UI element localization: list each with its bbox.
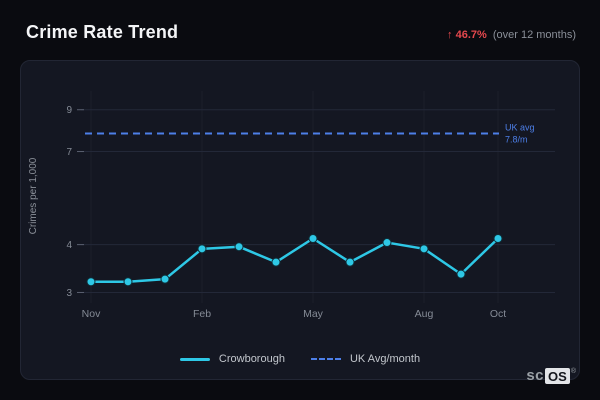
trend-up-arrow-icon: ↑ xyxy=(447,29,453,41)
logo-prefix: sc xyxy=(526,367,545,384)
svg-text:Feb: Feb xyxy=(193,308,211,320)
svg-text:7.8/m: 7.8/m xyxy=(505,135,528,145)
logo-boxed-os: OS xyxy=(545,368,570,384)
legend-item-uk-avg[interactable]: UK Avg/month xyxy=(310,353,421,365)
line-chart[interactable]: 3 4 7 9 Nov Feb May Aug Oct UK avg 7.8/m xyxy=(47,77,569,335)
delta-value: 46.7% xyxy=(455,29,487,41)
trend-delta: ↑ 46.7% (over 12 months) xyxy=(447,29,576,41)
svg-text:May: May xyxy=(303,308,324,320)
svg-text:7: 7 xyxy=(66,147,72,158)
crowborough-line-swatch xyxy=(179,357,210,361)
svg-text:Aug: Aug xyxy=(415,308,434,320)
legend-label: UK Avg/month xyxy=(349,353,421,365)
svg-text:UK avg: UK avg xyxy=(505,123,535,133)
chart-legend: Crowborough UK Avg/month xyxy=(21,353,579,365)
svg-text:Oct: Oct xyxy=(490,308,506,320)
dashboard-header: Crime Rate Trend ↑ 46.7% (over 12 months… xyxy=(26,22,576,43)
svg-text:3: 3 xyxy=(66,288,72,299)
scos-logo: sc OS ® xyxy=(526,368,576,384)
registered-trademark-icon: ® xyxy=(570,368,576,375)
uk-avg-dashed-swatch xyxy=(310,358,341,360)
line-chart-canvas[interactable]: 3 4 7 9 Nov Feb May Aug Oct UK avg 7.8/m xyxy=(47,77,569,335)
delta-note: (over 12 months) xyxy=(492,29,576,41)
legend-item-crowborough[interactable]: Crowborough xyxy=(179,353,285,365)
chart-card: Crimes per 1,000 3 4 7 9 Nov Feb May Aug Oct UK a… xyxy=(20,60,580,380)
page-title: Crime Rate Trend xyxy=(26,22,179,42)
legend-label: Crowborough xyxy=(218,353,285,365)
svg-text:9: 9 xyxy=(66,105,72,116)
y-axis-label: Crimes per 1,000 xyxy=(28,157,39,235)
svg-text:Nov: Nov xyxy=(82,308,101,320)
svg-text:4: 4 xyxy=(66,240,72,251)
